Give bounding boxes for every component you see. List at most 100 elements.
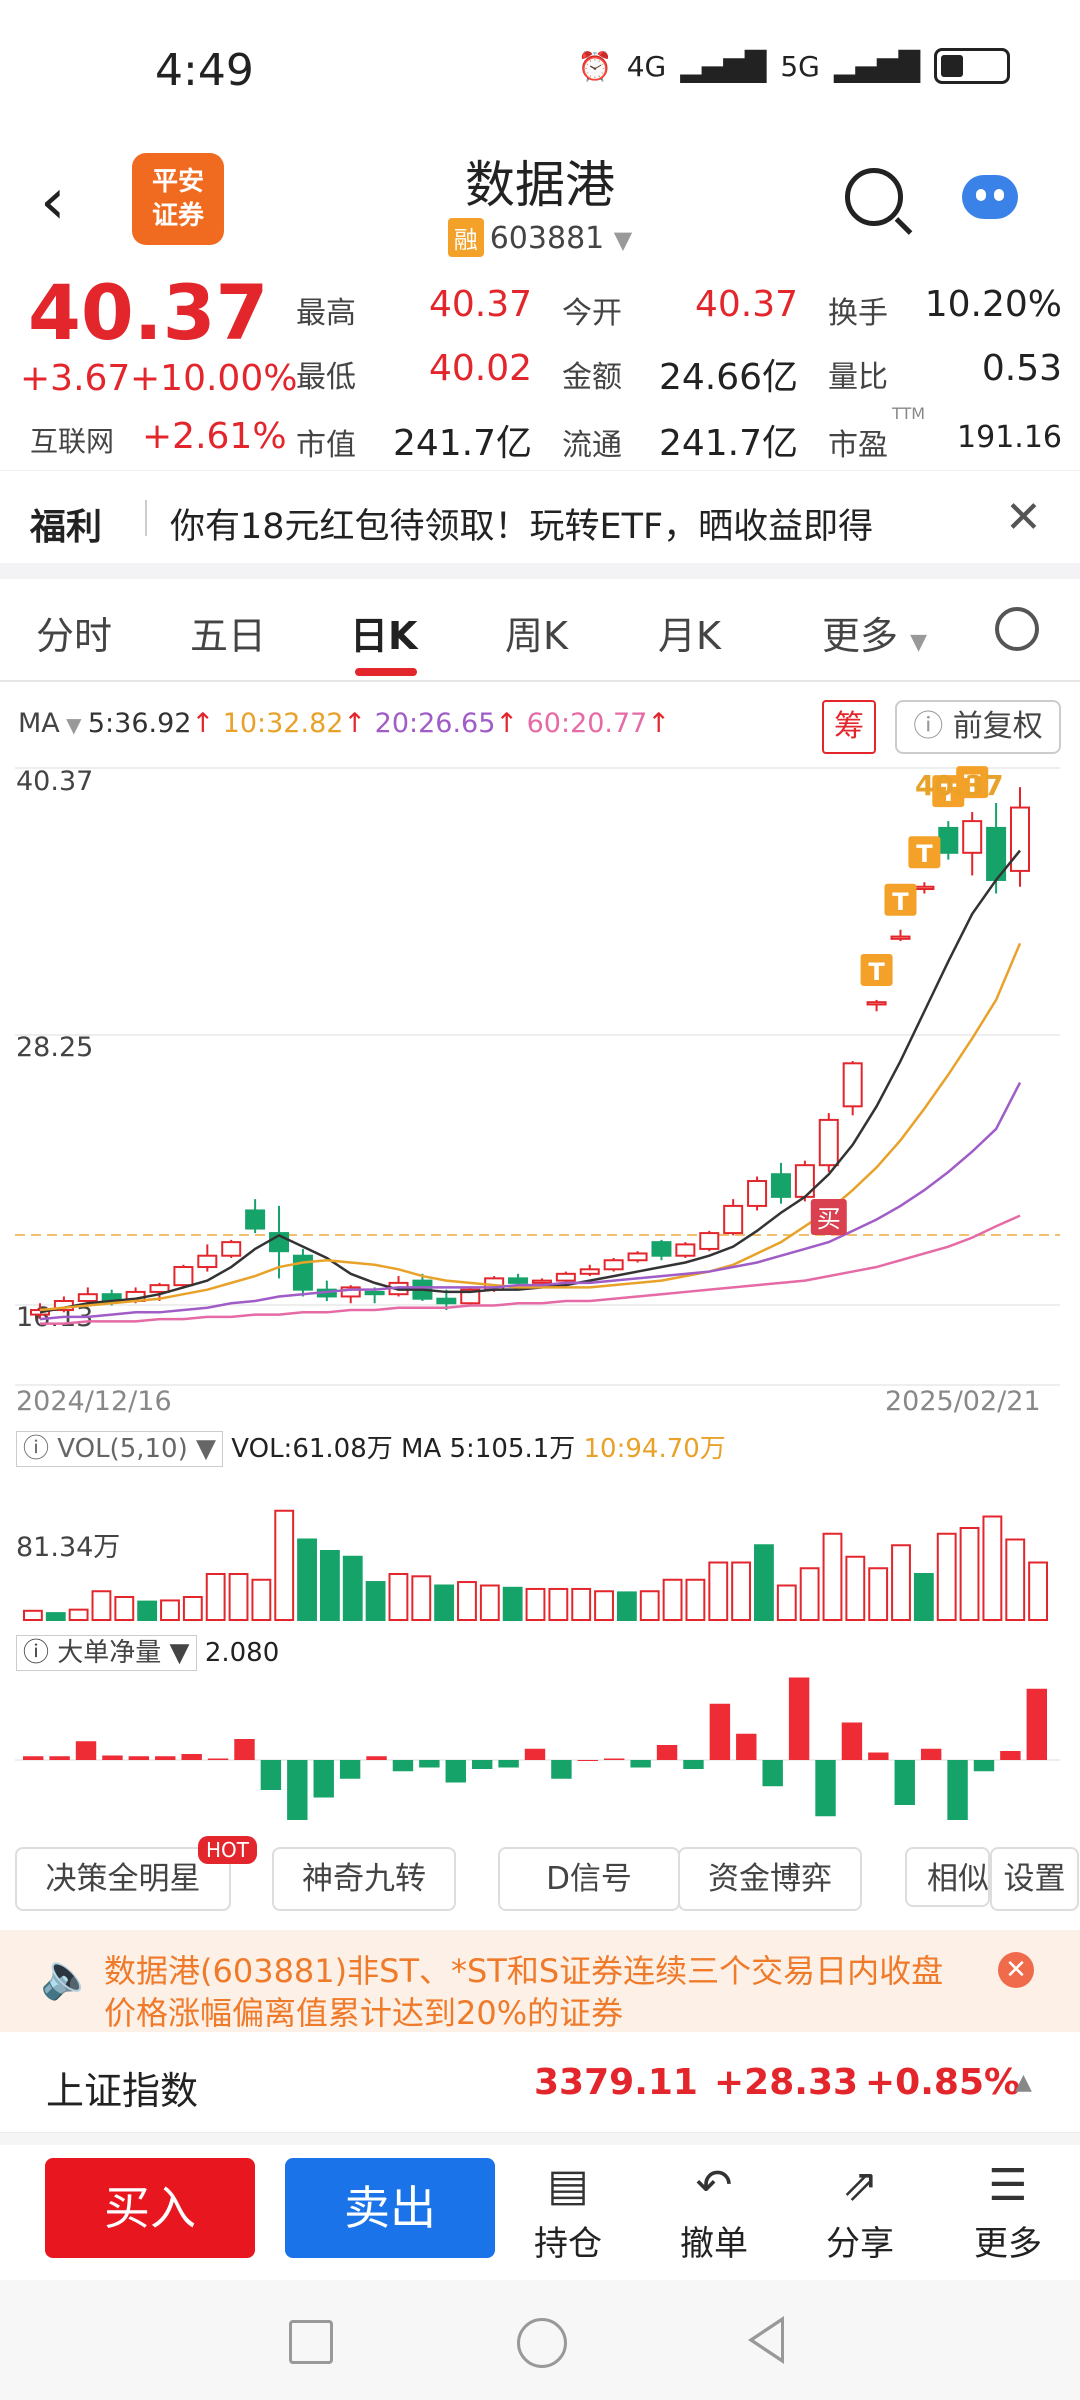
volume-legend[interactable]: ⓘ VOL(5,10) ▼ VOL:61.08万 MA 5:105.1万 10:…: [16, 1428, 726, 1467]
ma20-value: 20:26.65: [374, 708, 496, 739]
document-icon: ▤: [547, 2160, 589, 2211]
signal-bars-icon: ▂▄▆█: [833, 49, 920, 83]
promo-text[interactable]: 你有18元红包待领取！玩转ETF，晒收益即得: [170, 507, 874, 547]
up-arrow-icon: ↑: [647, 708, 670, 739]
ma-legend[interactable]: MA ▼ 5:36.92↑ 10:32.82↑ 20:26.65↑ 60:20.…: [18, 708, 670, 739]
candle-body: [1010, 806, 1030, 872]
tab-more[interactable]: 更多 ▼: [822, 614, 928, 658]
chip-distribution-button[interactable]: 筹: [822, 700, 876, 754]
volume-bar: [594, 1590, 614, 1621]
adjust-mode-button[interactable]: ⓘ 前复权: [895, 700, 1061, 754]
quote-label: 金额: [562, 360, 622, 395]
big-order-selector[interactable]: ⓘ 大单净量 ▼: [16, 1635, 197, 1671]
ma5-line: [39, 849, 1021, 1314]
ma20-line: [39, 1081, 1022, 1321]
back-nav-button[interactable]: [748, 2316, 784, 2364]
chart-tabs: [0, 580, 1080, 682]
tab-monthly-k[interactable]: 月K: [658, 614, 721, 658]
ma10-value: 10:32.82: [222, 708, 344, 739]
candle-body: [221, 1241, 242, 1257]
close-icon[interactable]: ✕: [1005, 492, 1042, 543]
volume-bar: [891, 1544, 911, 1621]
volume-bar: [91, 1590, 112, 1621]
share-button[interactable]: ⇗ 分享: [810, 2160, 910, 2265]
broker-logo: 平安 证券: [132, 153, 224, 245]
big-order-bar: [49, 1756, 70, 1760]
index-value: 3379.11: [534, 2062, 698, 2103]
quote-value: 191.16: [957, 420, 1062, 455]
volume-selector[interactable]: ⓘ VOL(5,10) ▼: [16, 1431, 224, 1467]
volume-bar: [731, 1561, 752, 1621]
margin-badge: 融: [447, 218, 484, 257]
indicator-settings[interactable]: 设置: [990, 1847, 1079, 1911]
tab-intraday[interactable]: 分时: [36, 614, 113, 658]
ma60-value: 60:20.77: [526, 708, 648, 739]
indicator-decision-star[interactable]: 决策全明星: [15, 1847, 231, 1911]
indicator-capital-game[interactable]: 资金博弈: [678, 1847, 862, 1911]
volume-bar: [868, 1567, 889, 1621]
ma5-value: 5:36.92: [87, 708, 192, 739]
sector-change: +2.61%: [142, 416, 287, 457]
sell-button[interactable]: 卖出: [285, 2158, 495, 2258]
candle-body: [938, 826, 959, 854]
volume-bar: [411, 1575, 432, 1621]
caret-up-icon[interactable]: ▲: [1015, 2070, 1032, 2095]
volume-bar: [822, 1532, 843, 1621]
volume-bar: [639, 1590, 660, 1621]
big-order-bar: [181, 1754, 202, 1760]
assistant-robot-icon[interactable]: [962, 175, 1018, 219]
sector-label[interactable]: 互联网: [30, 425, 115, 458]
volume-bar: [205, 1573, 226, 1621]
candle-body: [842, 1062, 863, 1108]
candle-body: [890, 935, 911, 940]
candle-body: [197, 1254, 218, 1269]
volume-bars: [23, 1509, 1048, 1622]
buy-button[interactable]: 买入: [45, 2158, 255, 2258]
big-order-bar: [128, 1756, 150, 1760]
recent-apps-button[interactable]: [289, 2320, 333, 2364]
stock-code-selector[interactable]: 融 603881 ▼: [0, 218, 1080, 257]
info-icon: ⓘ: [23, 1638, 50, 1668]
position-button[interactable]: ▤ 持仓: [518, 2160, 618, 2265]
stock-name: 数据港: [465, 156, 615, 214]
warning-banner[interactable]: [0, 1930, 1080, 2032]
caret-down-icon: ▼: [910, 630, 928, 655]
divider: [0, 2133, 1080, 2145]
quote-value: 24.66亿: [658, 357, 798, 398]
active-tab-indicator: [355, 668, 417, 676]
volume-bar: [137, 1600, 158, 1621]
indicator-magic-nine[interactable]: 神奇九转: [272, 1847, 456, 1911]
back-button[interactable]: ‹: [40, 165, 66, 239]
price-change-pct: +10.00%: [130, 358, 298, 399]
volume-ma10: 10:94.70万: [583, 1434, 726, 1464]
up-arrow-icon: ↑: [343, 708, 367, 739]
volume-bar: [982, 1515, 1003, 1621]
share-icon: ⇗: [841, 2160, 879, 2211]
warning-text: 数据港(603881)非ST、*ST和S证券连续三个交易日内收盘价格涨幅偏离值累…: [104, 1952, 944, 2032]
gear-icon[interactable]: [995, 607, 1039, 651]
tab-weekly-k[interactable]: 周K: [505, 614, 568, 658]
indicator-d-signal[interactable]: D信号: [498, 1847, 680, 1911]
volume-bar: [68, 1608, 89, 1622]
big-order-legend[interactable]: ⓘ 大单净量 ▼ 2.080: [16, 1632, 279, 1671]
tab-daily-k[interactable]: 日K: [350, 614, 418, 658]
more-button[interactable]: ☰ 更多: [958, 2160, 1058, 2265]
big-order-bar: [445, 1760, 466, 1783]
close-icon[interactable]: ✕: [998, 1952, 1034, 1988]
promo-banner[interactable]: [0, 470, 1080, 563]
info-icon: ⓘ: [913, 709, 944, 744]
date-end: 2025/02/21: [885, 1386, 1041, 1417]
tab-five-day[interactable]: 五日: [190, 614, 267, 658]
home-button[interactable]: [517, 2318, 567, 2368]
quote-label: 流通: [562, 428, 622, 463]
search-icon[interactable]: [845, 168, 903, 226]
cancel-order-button[interactable]: ↶ 撤单: [664, 2160, 764, 2265]
index-change: +28.33: [714, 2062, 859, 2103]
index-ticker[interactable]: [0, 2032, 1080, 2133]
indicator-similar-k[interactable]: 相似K线: [905, 1847, 990, 1907]
volume-bar: [776, 1584, 797, 1621]
big-order-bar: [339, 1760, 361, 1779]
quote-value: 0.53: [981, 348, 1062, 389]
quote-label: 最高: [296, 296, 356, 331]
